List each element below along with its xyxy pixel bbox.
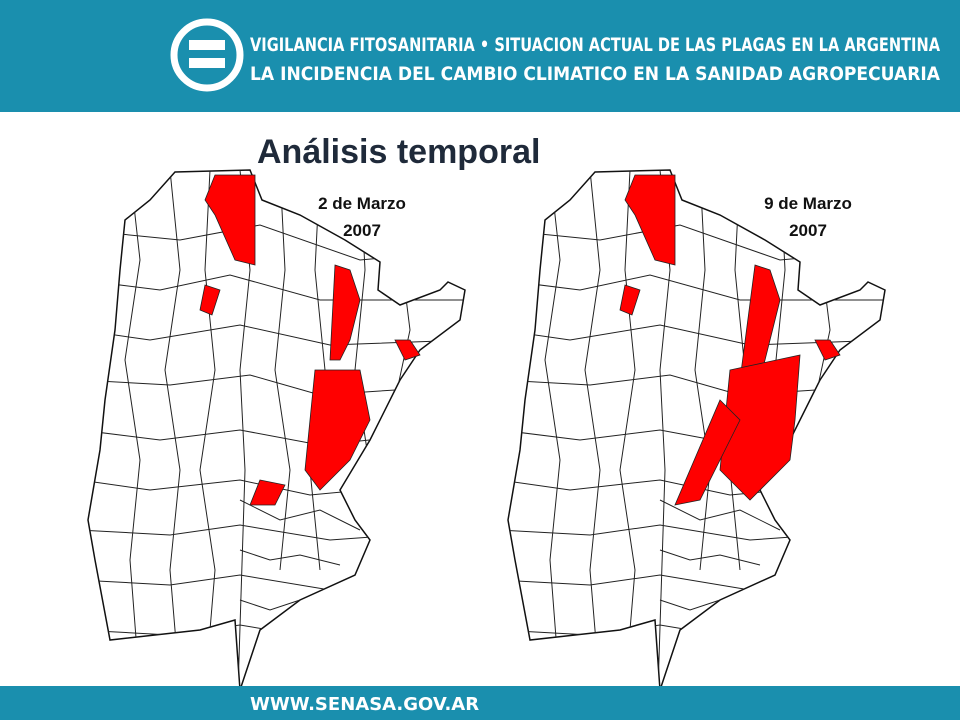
map xyxy=(80,169,470,691)
map-year: 2007 xyxy=(343,221,381,240)
header-band xyxy=(0,0,960,112)
header-line: VIGILANCIA FITOSANITARIA • SITUACION ACT… xyxy=(250,34,940,56)
footer-band xyxy=(0,686,960,720)
footer-url: WWW.SENASA.GOV.AR xyxy=(250,694,479,715)
map-date: 2 de Marzo xyxy=(318,194,406,213)
map-year: 2007 xyxy=(789,221,827,240)
logo-bar xyxy=(189,58,225,68)
map xyxy=(500,169,890,691)
slide-title: Análisis temporal xyxy=(257,133,540,171)
logo xyxy=(170,18,244,92)
map-date: 9 de Marzo xyxy=(764,194,852,213)
logo-bar xyxy=(189,40,225,50)
header-line: LA INCIDENCIA DEL CAMBIO CLIMATICO EN LA… xyxy=(250,63,940,85)
